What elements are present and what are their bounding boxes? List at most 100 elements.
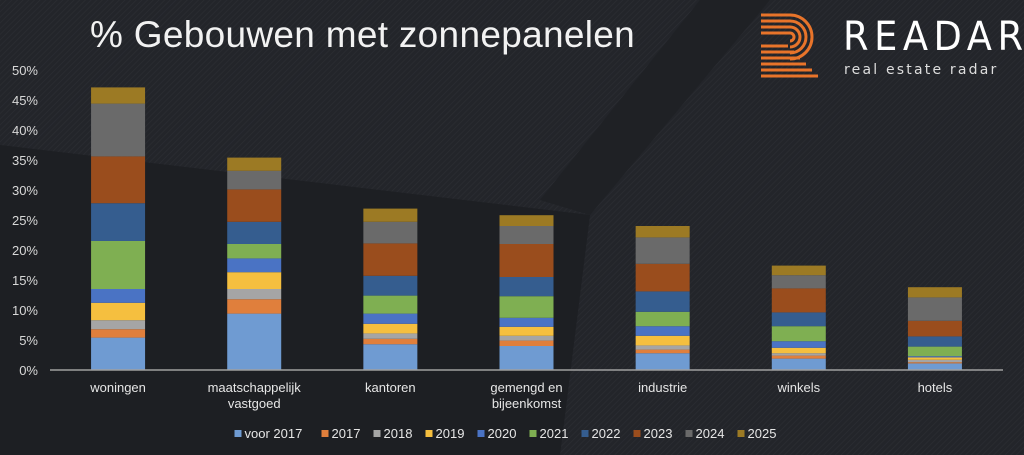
bar-segment [91, 87, 146, 104]
bar-segment [363, 221, 418, 244]
bar-segment [227, 258, 282, 273]
bar-segment [227, 244, 282, 259]
bar-segment [907, 297, 962, 321]
bar-segment [771, 353, 826, 356]
bar-segment [635, 335, 690, 346]
bar-segment [907, 363, 962, 370]
y-tick-label: 20% [12, 243, 38, 258]
x-category-label: vastgoed [228, 396, 281, 411]
x-category-label: bijeenkomst [492, 396, 562, 411]
bar-segment [363, 313, 418, 324]
y-tick-label: 5% [19, 333, 38, 348]
bar-segment [227, 221, 282, 244]
bar-segment [499, 226, 554, 244]
bar-segment [907, 287, 962, 298]
bar-segment [635, 311, 690, 327]
bar-segment [771, 275, 826, 289]
bar-segment [635, 291, 690, 312]
bar-segment [499, 326, 554, 336]
bar-segment [91, 103, 146, 157]
y-tick-label: 30% [12, 183, 38, 198]
legend-label: 2022 [592, 426, 621, 441]
x-category-label: industrie [638, 380, 687, 395]
bar-segment [363, 323, 418, 334]
bar-segment [499, 215, 554, 226]
x-category-label: woningen [89, 380, 146, 395]
bar-segment [771, 288, 826, 313]
bar-segment [771, 265, 826, 276]
bar-segment [499, 340, 554, 346]
bar-segment [499, 317, 554, 327]
legend-swatch [529, 430, 537, 437]
bar-segment [227, 272, 282, 289]
y-tick-label: 0% [19, 363, 38, 378]
y-tick-label: 45% [12, 93, 38, 108]
bar-segment [499, 277, 554, 297]
legend-swatch [373, 430, 381, 437]
legend-label: 2018 [384, 426, 413, 441]
bar-segment [907, 356, 962, 358]
bar-segment [771, 326, 826, 342]
legend-label: 2024 [696, 426, 725, 441]
bar-segment [227, 313, 282, 370]
bar-segment [635, 349, 690, 354]
bar-segment [363, 338, 418, 345]
readar-logo: READAR real estate radar [758, 10, 1023, 80]
legend-label: 2021 [540, 426, 569, 441]
bar-segment [907, 320, 962, 337]
bar-segment [907, 346, 962, 357]
legend-label: 2020 [488, 426, 517, 441]
bar-segment [635, 326, 690, 336]
y-tick-label: 40% [12, 123, 38, 138]
legend-swatch [425, 430, 433, 437]
y-tick-label: 10% [12, 303, 38, 318]
bar-segment [91, 302, 146, 321]
legend-swatch [234, 430, 242, 437]
bar-segment [91, 329, 146, 338]
bar-segment [363, 275, 418, 296]
bar-segment [499, 244, 554, 277]
bar-segment [771, 341, 826, 348]
bar-segment [227, 189, 282, 222]
bar-segment [907, 362, 962, 364]
bar-segment [227, 170, 282, 190]
bar-segment [91, 320, 146, 330]
legend-swatch [685, 430, 693, 437]
legend-swatch [581, 430, 589, 437]
y-tick-label: 35% [12, 153, 38, 168]
x-category-label: gemengd en [490, 380, 562, 395]
bar-segment [227, 289, 282, 300]
bar-segment [499, 335, 554, 341]
logo-tagline: real estate radar [844, 62, 999, 78]
bar-segment [771, 358, 826, 370]
bar-segment [91, 203, 146, 241]
bar-segment [91, 337, 146, 370]
bar-segment [227, 157, 282, 171]
bar-segment [91, 156, 146, 204]
y-tick-label: 50% [12, 63, 38, 78]
bar-segment [771, 355, 826, 359]
bar-segment [635, 353, 690, 370]
bar-segment [227, 299, 282, 314]
bar-segment [771, 312, 826, 327]
x-category-label: winkels [776, 380, 820, 395]
x-category-label: hotels [918, 380, 953, 395]
bar-segment [907, 359, 962, 363]
y-tick-label: 15% [12, 273, 38, 288]
bar-segment [363, 333, 418, 339]
x-category-label: kantoren [365, 380, 416, 395]
bar-segment [363, 295, 418, 314]
legend-swatch [477, 430, 485, 437]
legend-swatch [633, 430, 641, 437]
legend-label: 2025 [748, 426, 777, 441]
bar-segment [91, 241, 146, 289]
bar-segment [907, 336, 962, 347]
bar-segment [91, 289, 146, 303]
bar-segment [907, 357, 962, 360]
y-tick-label: 25% [12, 213, 38, 228]
chart-title: % Gebouwen met zonnepanelen [90, 14, 635, 55]
bar-segment [499, 296, 554, 318]
bar-segment [771, 347, 826, 354]
